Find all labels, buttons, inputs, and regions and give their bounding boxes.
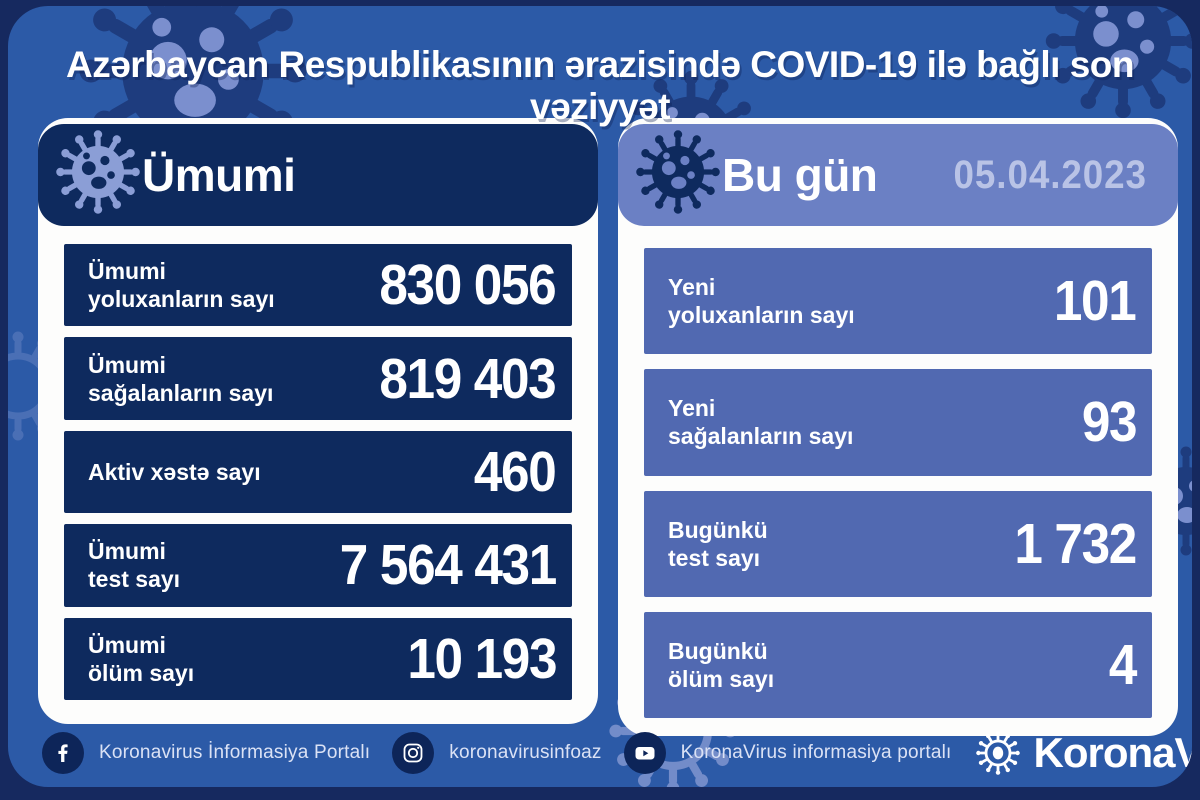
koronavirus-info-logo: KoronaVirus info bbox=[974, 729, 1193, 777]
today-card-header: Bu gün 05.04.2023 bbox=[618, 124, 1178, 226]
stat-label: Bugünkü test sayı bbox=[668, 516, 768, 571]
stat-row-total-infected: Ümumi yoluxanların sayı 830 056 bbox=[64, 244, 572, 327]
virus-icon bbox=[632, 126, 724, 218]
footer: Koronavirus İnformasiya Portalı koronavi… bbox=[42, 729, 1192, 777]
stat-value: 830 056 bbox=[379, 253, 557, 318]
stat-value: 460 bbox=[474, 440, 557, 505]
totals-card: Ümumi Ümumi yoluxanların sayı 830 056 Ümu… bbox=[38, 118, 598, 724]
stat-value: 7 564 431 bbox=[339, 533, 557, 598]
today-rows: Yeni yoluxanların sayı 101 Yeni sağalanlar… bbox=[644, 248, 1152, 718]
facebook-icon bbox=[42, 732, 84, 774]
stat-value: 1 732 bbox=[1014, 511, 1137, 576]
facebook-link[interactable]: Koronavirus İnformasiya Portalı bbox=[42, 732, 370, 774]
youtube-icon bbox=[623, 732, 666, 774]
stat-label: Ümumi ölüm sayı bbox=[88, 631, 195, 686]
facebook-label: Koronavirus İnformasiya Portalı bbox=[99, 742, 371, 763]
stat-row-new-infected: Yeni yoluxanların sayı 101 bbox=[644, 248, 1152, 355]
brand-name: KoronaVirus bbox=[1033, 729, 1193, 776]
stat-label: Bugünkü ölüm sayı bbox=[668, 637, 775, 692]
today-header-label: Bu gün bbox=[722, 149, 878, 201]
infographic-canvas: Azərbaycan Respublikasının ərazisində CO… bbox=[8, 6, 1192, 787]
stat-row-total-recovered: Ümumi sağalanların sayı 819 403 bbox=[64, 337, 572, 420]
page-title: Azərbaycan Respublikasının ərazisində CO… bbox=[65, 44, 1135, 127]
stat-row-total-tests: Ümumi test sayı 7 564 431 bbox=[64, 524, 572, 607]
totals-card-header: Ümumi bbox=[38, 124, 598, 226]
stat-value: 819 403 bbox=[379, 346, 557, 411]
youtube-label: KoronaVirus informasiya portalı bbox=[680, 742, 952, 763]
stat-value: 101 bbox=[1054, 269, 1137, 334]
totals-rows: Ümumi yoluxanların sayı 830 056 Ümumi sağa… bbox=[64, 244, 572, 701]
stat-label: Yeni yoluxanların sayı bbox=[668, 274, 855, 329]
stat-value: 93 bbox=[1081, 390, 1137, 455]
stat-label: Yeni sağalanların sayı bbox=[668, 395, 854, 450]
instagram-link[interactable]: koronavirusinfoaz bbox=[392, 732, 601, 774]
instagram-icon bbox=[392, 732, 435, 774]
stat-label: Ümumi test sayı bbox=[88, 538, 181, 593]
today-card: Bu gün 05.04.2023 Yeni yoluxanların sayı … bbox=[618, 118, 1178, 736]
instagram-label: koronavirusinfoaz bbox=[449, 742, 602, 763]
virus-logo-icon bbox=[974, 729, 1022, 777]
virus-icon bbox=[52, 126, 144, 218]
stat-row-total-deaths: Ümumi ölüm sayı 10 193 bbox=[64, 617, 572, 701]
youtube-link[interactable]: KoronaVirus informasiya portalı bbox=[623, 732, 952, 774]
stat-row-today-tests: Bugünkü test sayı 1 732 bbox=[644, 490, 1152, 597]
report-date: 05.04.2023 bbox=[953, 152, 1147, 197]
stat-label: Ümumi sağalanların sayı bbox=[88, 351, 274, 406]
stat-row-new-recovered: Yeni sağalanların sayı 93 bbox=[644, 369, 1152, 476]
stat-label: Aktiv xəstə sayı bbox=[88, 458, 261, 485]
stat-row-active-cases: Aktiv xəstə sayı 460 bbox=[64, 430, 572, 514]
totals-header-label: Ümumi bbox=[142, 149, 296, 201]
stat-row-today-deaths: Bugünkü ölüm sayı 4 bbox=[644, 611, 1152, 718]
stat-value: 4 bbox=[1108, 632, 1138, 697]
stat-value: 10 193 bbox=[406, 626, 557, 691]
stat-label: Ümumi yoluxanların sayı bbox=[88, 258, 275, 313]
